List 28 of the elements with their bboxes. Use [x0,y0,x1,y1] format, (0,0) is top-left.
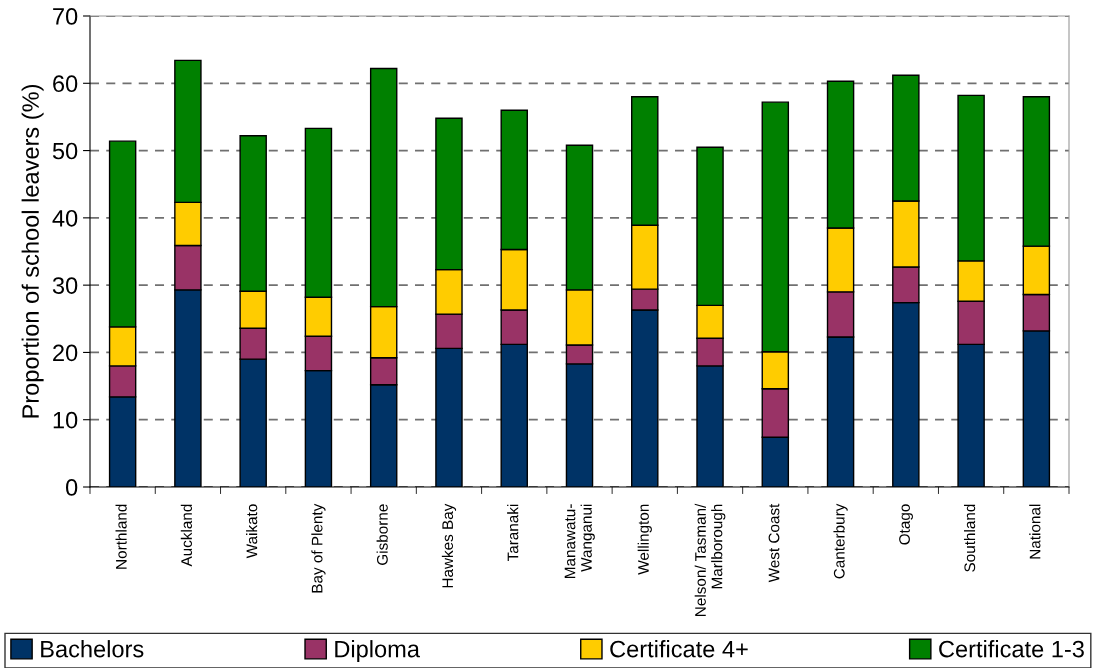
x-tick-label: West Coast [768,503,780,583]
x-tick-label: Northland [115,504,127,569]
y-tick-label: 10 [53,411,78,429]
x-tick-label: Auckland [180,504,192,567]
legend-label: Diploma [335,640,420,663]
y-tick-label: 20 [53,344,78,362]
x-tick-label: Manawatu- Wanganui [564,504,595,578]
y-tick-label: 30 [52,277,78,294]
x-tick-label: Southland [963,504,976,572]
legend-label: Certificate 1-3 [939,640,1084,658]
y-tick-label: 50 [52,142,78,160]
y-axis-title: Proportion of school leavers (%) [21,84,44,418]
y-tick-label: 0 [65,479,78,496]
legend-label: Bachelors [41,640,144,658]
x-tick-label: Hawkes Bay [441,503,457,588]
x-tick-label: Canterbury [833,503,848,579]
y-tick-label: 40 [52,209,78,227]
x-tick-label: National [1029,504,1041,559]
x-tick-label: Gisborne [376,504,388,565]
y-tick-label: 60 [53,75,78,93]
legend-label: Certificate 4+ [610,640,748,658]
x-tick-label: Bay of Plenty [311,503,326,593]
x-tick-label: Nelson/ Tasman/ Marlborough [694,503,726,616]
x-tick-label: Taranaki [507,504,519,562]
x-tick-label: Wellington [637,504,652,575]
y-tick-label: 70 [53,8,78,25]
x-tick-label: Waikato [246,504,258,559]
x-tick-label: Otago [899,504,913,545]
